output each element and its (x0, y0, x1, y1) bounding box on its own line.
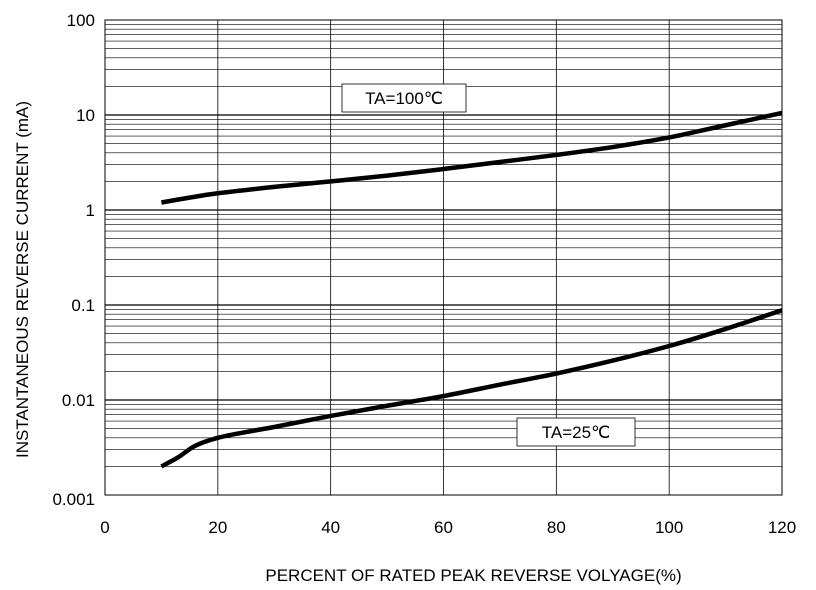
series-line-0 (161, 110, 783, 205)
y-tick-label: 0.1 (71, 296, 95, 315)
annotation-box (341, 83, 467, 113)
tick-labels: 0 20 40 60 80 100 120 100 10 1 0.1 0.01 0.001 (52, 11, 796, 537)
plot-frame (104, 19, 783, 496)
y-tick-label: 10 (76, 106, 95, 125)
x-tick-label: 60 (434, 518, 453, 537)
series-annotation: TA=25℃ (542, 423, 610, 442)
x-tick-label: 80 (547, 518, 566, 537)
series (160, 110, 783, 469)
annotations: TA=100℃ TA=25℃ (341, 83, 636, 447)
y-tick-label: 0.001 (52, 490, 95, 509)
x-tick-label: 40 (321, 518, 340, 537)
x-tick-label: 100 (655, 518, 683, 537)
annotation-box (516, 417, 636, 447)
series-annotation: TA=100℃ (365, 89, 443, 108)
y-tick-label: 100 (67, 11, 95, 30)
y-tick-label: 1 (86, 201, 95, 220)
grid (105, 20, 782, 495)
x-axis-label: PERCENT OF RATED PEAK REVERSE VOLYAGE(%) (265, 566, 681, 585)
x-tick-label: 0 (100, 518, 109, 537)
y-axis-label: INSTANTANEOUS REVERSE CURRENT (mA) (13, 101, 32, 458)
series-line-1 (160, 308, 783, 469)
y-tick-label: 0.01 (62, 391, 95, 410)
x-tick-label: 20 (208, 518, 227, 537)
x-tick-label: 120 (768, 518, 796, 537)
